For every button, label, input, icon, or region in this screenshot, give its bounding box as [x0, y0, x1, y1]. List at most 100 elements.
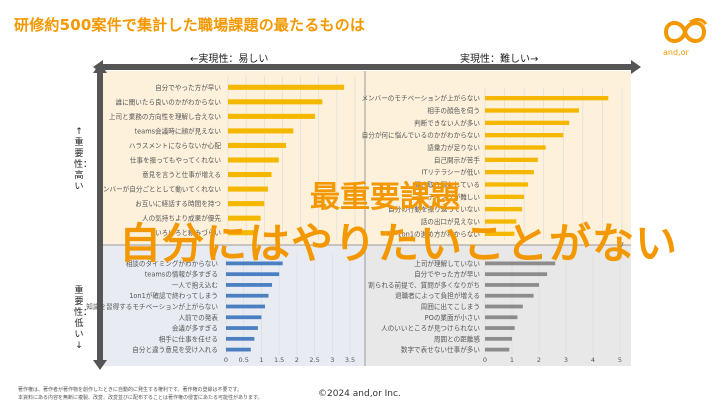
bar — [485, 182, 529, 187]
category-label: ITリテラシーが低い — [421, 168, 480, 177]
bar — [485, 133, 564, 138]
bar — [226, 293, 269, 298]
bar — [228, 142, 287, 148]
tick-label: 0 — [224, 356, 228, 364]
tick-label: 0.5 — [239, 356, 249, 364]
tick-label: 3 — [564, 356, 568, 364]
category-label: 数字で表せない仕事が多い — [401, 345, 481, 354]
tick-label: 1 — [510, 356, 514, 364]
category-label: お互いに経話する時間を持つ — [135, 199, 221, 208]
bar — [485, 272, 548, 277]
category-label: 語彙力が足りない — [427, 143, 480, 152]
bar — [485, 157, 538, 162]
category-label: 割られる前提で、質問が多くなりがち — [368, 280, 480, 289]
bar — [228, 215, 261, 221]
category-label: 相手に仕事を任せる — [159, 334, 218, 343]
category-label: 相手の顔色を伺う — [427, 106, 480, 115]
axis-label-importance-high: ↑重要性：高い — [74, 127, 93, 192]
category-label: 周囲との距離感 — [434, 334, 480, 343]
bar — [485, 293, 534, 298]
category-label: teams会議時に顔が見えない — [135, 126, 222, 135]
logo-text: and,or — [663, 48, 689, 57]
overlay-main-message: 自分にはやりたいことがない — [119, 219, 679, 268]
category-label: ミーティングが難しい — [414, 192, 480, 201]
category-label: ハラスメントにならないか心配 — [129, 142, 222, 150]
footer-note-2: 本資料にある内容を無断に複製、改変、改変並びに配布することは著作権の侵害にあたる… — [18, 395, 263, 401]
footer-note-1: 著作権は、著作者が著作物を創作したときに自動的に発生する権利です。著作権の登録は… — [18, 387, 243, 393]
category-label: 退職者によって負担が増える — [395, 291, 480, 300]
bar — [485, 219, 517, 224]
bar — [485, 96, 609, 101]
bar — [226, 336, 255, 341]
category-label: 周囲に出てこしまう — [421, 302, 480, 311]
category-label: 自己開示が苦手 — [434, 155, 481, 164]
tick-label: 4 — [591, 356, 595, 364]
bar — [485, 145, 546, 150]
category-label: 人前での発表 — [178, 313, 218, 322]
category-label: 判断できない人が多い — [414, 118, 480, 127]
vertical-axis-arrow — [93, 63, 107, 370]
axis-label-feasibility-hard: 実現性：難しい→ — [460, 54, 539, 65]
category-label: POの業面が小さい — [425, 313, 481, 322]
category-label: メンバーのモチベーションが上がらない — [361, 94, 480, 103]
bar — [485, 194, 525, 199]
tick-label: 1.5 — [274, 356, 284, 364]
horizontal-axis-arrow — [93, 60, 641, 74]
category-label: 自分の行動を振り返っていない — [388, 205, 480, 214]
bar — [228, 84, 345, 90]
tick-label: 1 — [259, 356, 263, 364]
category-label: 自分と違う意見を受け入れる — [132, 345, 218, 354]
category-label: 自分が何に悩んでいるのかがわからない — [362, 131, 481, 140]
category-label: 仕事を振ってもやってくれない — [130, 156, 222, 165]
bar — [228, 157, 279, 163]
bar — [226, 315, 262, 320]
axis-label-feasibility-easy: ←実現性：易しい — [190, 54, 269, 65]
overlay-heading: 最重要課題 — [310, 180, 460, 215]
category-label: 誰に聞いたら良いのかがわからない — [116, 97, 222, 106]
bar — [228, 230, 258, 236]
bar — [485, 326, 515, 330]
bar — [226, 326, 258, 330]
bar — [228, 201, 265, 207]
bar — [485, 347, 510, 352]
bar — [485, 120, 570, 125]
brand-logo — [660, 14, 710, 54]
axis-label-importance-low: 重要性：低い↓ — [74, 286, 93, 351]
tick-label: 2 — [295, 356, 299, 364]
category-label: 上司と業務の方向性を理解し合えない — [109, 112, 221, 121]
category-label: 会議が多すぎる — [172, 324, 218, 333]
category-label: 自分でやった方が早い — [414, 270, 480, 279]
bar — [485, 315, 518, 320]
bar — [485, 336, 512, 341]
bar — [485, 304, 523, 309]
tick-label: 7 — [620, 241, 624, 249]
category-label: 1on1が確認で終わってしまう — [129, 291, 218, 300]
category-label: 1on1の進め方がわからない — [397, 229, 480, 238]
bar — [485, 170, 534, 175]
category-label: 知識を習得するモチベーションが上がらない — [86, 302, 218, 311]
category-label: 相談のタイミングがわからない — [126, 259, 219, 268]
bar — [226, 283, 273, 287]
bar — [228, 186, 268, 192]
bar — [485, 108, 579, 113]
bar — [485, 261, 556, 266]
category-label: 話の出口が見えない — [421, 217, 481, 226]
category-label: teamsの情報が多すぎる — [145, 270, 218, 279]
bar — [228, 113, 316, 119]
tick-label: 2.5 — [309, 356, 319, 364]
infinity-logo-icon — [663, 17, 708, 43]
bar — [226, 347, 251, 352]
page-title: 研修約500案件で集計した職場課題の最たるものは — [14, 16, 366, 34]
bar — [485, 283, 539, 287]
tick-label: 5 — [618, 356, 622, 364]
category-label: 一人で抱え込む — [172, 280, 219, 289]
tick-label: 3 — [330, 356, 334, 364]
bar — [228, 99, 323, 105]
tick-label: 2 — [537, 356, 541, 364]
bar — [228, 128, 294, 134]
tick-label: 3.5 — [345, 356, 355, 364]
category-label: 自分でやった方が早い — [155, 83, 221, 92]
tick-label: 0 — [483, 356, 487, 364]
category-label: 聞き取り漏れしている — [414, 180, 480, 189]
